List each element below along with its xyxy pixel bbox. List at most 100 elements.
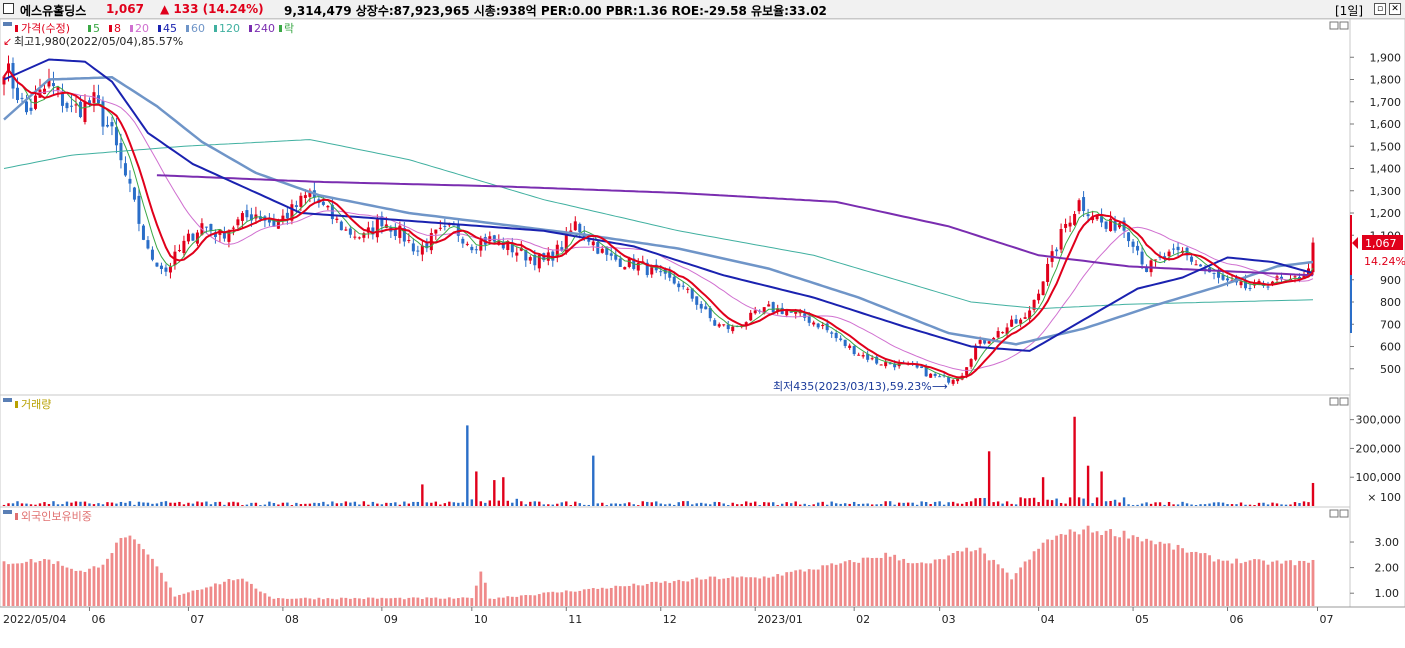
candle-body: [362, 233, 366, 238]
candle-body: [1023, 317, 1027, 319]
foreign-bar: [16, 563, 19, 606]
price-range-bar-down: [1350, 275, 1352, 333]
foreign-bar: [920, 562, 924, 606]
volume-bar: [412, 501, 415, 506]
candle-body: [155, 262, 159, 267]
foreign-bar: [1248, 560, 1252, 606]
ma8-line: [3, 68, 1314, 379]
volume-bar: [947, 502, 950, 506]
foreign-bar: [254, 588, 258, 606]
candle-body: [1068, 222, 1072, 227]
volume-bar: [1055, 498, 1058, 506]
candle-body: [731, 326, 735, 332]
panel-options-icon[interactable]: [1329, 397, 1349, 406]
foreign-bar: [1055, 535, 1058, 606]
price-y-tick: 600: [1380, 341, 1401, 354]
candle-body: [402, 228, 406, 242]
candle-body: [726, 324, 730, 330]
volume-bar: [1221, 502, 1225, 506]
foreign-bar: [650, 581, 654, 606]
candle-body: [393, 228, 397, 237]
volume-bar: [218, 501, 222, 506]
ma45-line: [3, 58, 1314, 352]
volume-bar: [929, 504, 932, 506]
foreign-bar: [11, 563, 15, 606]
foreign-bar: [510, 596, 514, 606]
volume-bar: [335, 503, 339, 506]
foreign-bar: [717, 579, 721, 606]
price-y-tick: 1,800: [1370, 74, 1402, 87]
close-icon[interactable]: ✕: [1389, 3, 1401, 15]
volume-bar: [1199, 504, 1202, 506]
checkbox[interactable]: [3, 3, 14, 14]
panel-options-icon[interactable]: [1329, 21, 1349, 30]
foreign-bar: [929, 563, 933, 606]
panel-menu-icon[interactable]: [3, 398, 12, 402]
volume-bar: [65, 501, 69, 506]
candle-body: [515, 252, 519, 256]
foreign-bar: [1104, 530, 1108, 606]
foreign-bar: [695, 577, 699, 606]
candle-body: [1028, 310, 1032, 319]
foreign-bar: [780, 575, 784, 606]
volume-bar: [182, 504, 186, 506]
foreign-bar: [115, 542, 118, 606]
foreign-bar: [1154, 544, 1157, 606]
candle-body: [1298, 276, 1302, 279]
foreign-bar: [555, 592, 559, 606]
volume-bar: [272, 502, 276, 506]
foreign-bar: [1271, 561, 1274, 606]
candle-body: [348, 228, 352, 235]
foreign-bar: [1077, 534, 1081, 606]
volume-bar: [520, 501, 523, 506]
legend-ma-240: 240: [254, 22, 275, 35]
price-y-tick: 1,400: [1370, 163, 1402, 176]
foreign-bar: [834, 564, 838, 606]
volume-bar: [578, 503, 581, 506]
foreign-bar: [1226, 560, 1229, 606]
volume-bar: [803, 503, 806, 506]
volume-bar: [394, 502, 397, 506]
foreign-bar: [740, 576, 744, 606]
volume-bar: [1239, 502, 1243, 506]
volume-bar: [38, 503, 42, 506]
candle-body: [420, 245, 424, 255]
candle-body: [353, 236, 357, 238]
candle-body: [434, 229, 438, 234]
candle-body: [1086, 214, 1090, 217]
candle-body: [146, 240, 150, 249]
foreign-bar: [1095, 531, 1099, 606]
foreign-bar: [1136, 536, 1139, 606]
foreign-bar: [798, 569, 802, 606]
volume-bar: [1172, 504, 1175, 506]
foreign-bar: [124, 537, 127, 606]
foreign-bar: [879, 557, 883, 606]
panel-options-icon[interactable]: [1329, 509, 1349, 518]
foreign-bar: [762, 576, 766, 606]
period-button[interactable]: [1일]: [1335, 4, 1364, 18]
x-tick: 04: [1041, 613, 1055, 626]
candle-body: [708, 307, 712, 319]
volume-bar: [385, 502, 388, 506]
candle-body: [83, 101, 87, 123]
price-y-tick: 800: [1380, 296, 1401, 309]
foreign-bar: [74, 570, 78, 606]
panel-menu-icon[interactable]: [3, 510, 12, 514]
candle-body: [830, 332, 834, 334]
foreign-bar: [398, 597, 402, 606]
foreign-bar: [339, 597, 343, 606]
foreign-bar: [942, 559, 946, 606]
volume-bar: [29, 504, 33, 506]
candle-body: [951, 379, 955, 384]
candle-body: [425, 243, 429, 249]
minimize-icon[interactable]: ▫: [1374, 3, 1386, 15]
foreign-bar: [1005, 572, 1009, 606]
candle-body: [101, 101, 105, 127]
foreign-bar: [807, 569, 811, 606]
candle-body: [1064, 223, 1068, 228]
foreign-bar: [888, 556, 892, 606]
panel-menu-icon[interactable]: [3, 22, 12, 26]
volume-bar: [380, 504, 384, 506]
volume-bar: [857, 504, 860, 506]
volume-bar: [1059, 502, 1063, 506]
